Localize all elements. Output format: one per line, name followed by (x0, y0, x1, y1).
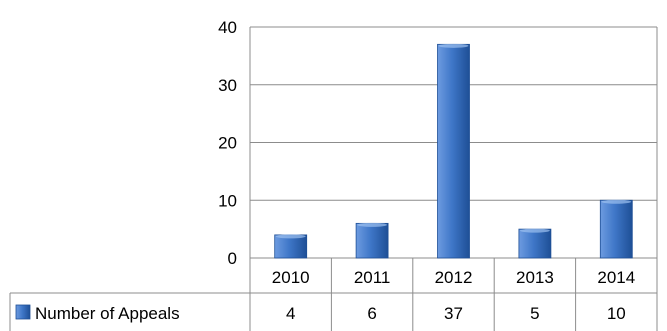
bars (274, 43, 633, 259)
bar-highlight (357, 222, 388, 227)
data-value-2010: 4 (286, 304, 295, 323)
y-tick-label-0: 0 (228, 249, 237, 268)
bar-rect (437, 43, 470, 259)
y-tick-label-40: 40 (218, 18, 237, 37)
data-value-2014: 10 (607, 304, 626, 323)
legend-swatch (15, 304, 31, 320)
bar-2014 (599, 199, 633, 259)
bar-rect (355, 222, 389, 259)
y-tick-label-10: 10 (218, 191, 237, 210)
data-value-2012: 37 (444, 304, 463, 323)
x-tick-label-2013: 2013 (516, 268, 554, 287)
bar-2010 (274, 234, 308, 259)
bar-highlight (519, 228, 550, 233)
legend-series-name: Number of Appeals (35, 304, 180, 323)
bar-2012 (437, 43, 470, 259)
bar-2013 (518, 228, 552, 259)
data-table: 2010 2011 2012 2013 2014 4 6 37 5 10 Number of App… (9, 258, 657, 331)
x-tick-label-2012: 2012 (435, 268, 473, 287)
x-tick-label-2010: 2010 (272, 268, 310, 287)
bar-highlight (438, 43, 469, 48)
bar-highlight (275, 234, 306, 239)
x-tick-label-2011: 2011 (354, 268, 391, 287)
y-axis-tick-labels: 0 10 20 30 40 (218, 18, 237, 268)
data-value-2011: 6 (367, 304, 376, 323)
data-value-2013: 5 (530, 304, 539, 323)
bar-highlight (601, 199, 632, 204)
x-tick-label-2014: 2014 (597, 268, 635, 287)
bar-rect (599, 199, 633, 259)
y-tick-label-30: 30 (218, 76, 237, 95)
bar-2011 (355, 222, 389, 259)
y-tick-label-20: 20 (218, 134, 237, 153)
bar-rect (518, 228, 552, 259)
